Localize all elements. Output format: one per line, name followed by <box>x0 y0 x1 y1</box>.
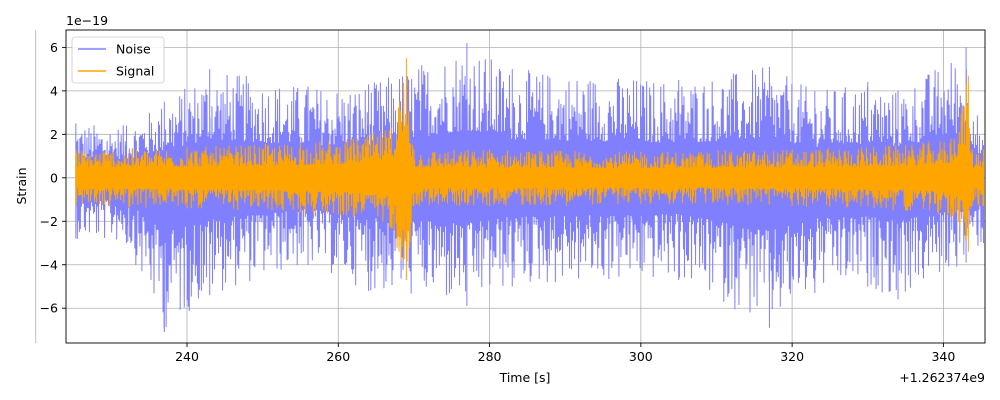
x-tick-label: 260 <box>326 349 350 364</box>
x-tick-label: 240 <box>175 349 199 364</box>
y-tick-label: −2 <box>40 214 58 229</box>
x-tick-label: 340 <box>931 349 955 364</box>
y-tick-label: 2 <box>50 127 58 142</box>
legend-label-signal: Signal <box>116 64 154 79</box>
series-line-signal <box>75 58 984 280</box>
axes-frame <box>65 29 986 344</box>
x-tick-label: 280 <box>478 349 502 364</box>
y-tick-label: −4 <box>40 257 58 272</box>
y-tick-label: −6 <box>40 301 58 316</box>
legend: Noise Signal <box>71 36 165 84</box>
y-scale-label: 1e−19 <box>66 13 108 28</box>
y-tick-label: 6 <box>50 40 58 55</box>
plot-area: 240 260 280 300 320 340 −6 −4 −2 0 2 4 6 Noise Signal <box>35 29 986 364</box>
y-tick-label: 0 <box>50 170 58 185</box>
y-axis-label: Strain <box>14 167 29 204</box>
y-tick-label: 4 <box>50 83 58 98</box>
legend-label-noise: Noise <box>116 42 151 57</box>
x-tick-label: 300 <box>629 349 653 364</box>
x-tick-label: 320 <box>780 349 804 364</box>
series-layer <box>75 43 984 333</box>
x-offset-label: +1.262374e9 <box>899 370 985 385</box>
x-axis-label: Time [s] <box>499 370 551 385</box>
